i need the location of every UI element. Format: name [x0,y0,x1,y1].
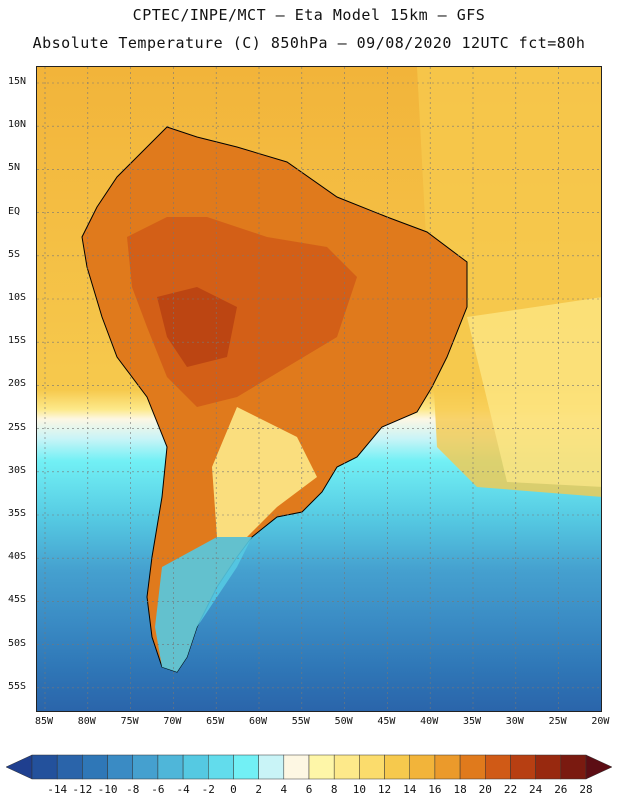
map-title: CPTEC/INPE/MCT – Eta Model 15km – GFS [132,6,486,24]
colorbar-tick-label: -10 [97,783,118,796]
lat-tick-label: 10S [8,292,27,303]
lat-tick-label: 55S [8,680,27,692]
colorbar-swatch [107,754,133,780]
colorbar-swatch [208,754,234,780]
colorbar-tick-label: 16 [428,783,442,796]
colorbar-tick-label: 8 [330,783,338,796]
lat-tick-label: 20S [8,378,27,390]
lat-tick-label: 15N [8,76,27,87]
lat-tick-label: 5N [8,162,21,174]
colorbar-swatch [384,754,410,780]
colorbar-tick-label: 22 [503,783,518,796]
colorbar-swatch [485,754,511,780]
colorbar-swatch [308,754,335,780]
colorbar-swatch [459,754,486,780]
lat-tick-label: 25S [8,421,27,433]
colorbar-max-arrow [585,754,612,780]
colorbar-swatch [359,754,385,780]
lat-tick-label: 45S [8,594,27,606]
lon-tick-label: 55W [291,716,310,727]
colorbar-tick-label: 20 [478,783,492,796]
colorbar-tick-label: 6 [305,783,313,796]
colorbar-tick-label: 24 [529,783,543,796]
map-subtitle: Absolute Temperature (C) 850hPa – 09/08/… [32,34,586,52]
patagonia-cold-zone [155,537,252,672]
colorbar-swatch [182,754,209,780]
colorbar-swatch [233,754,259,780]
temperature-field [37,67,601,711]
temperature-colorbar [6,754,612,780]
colorbar-tick-label: -14 [47,783,68,796]
colorbar-min-arrow [6,754,33,780]
colorbar-tick-label: 4 [280,783,288,796]
colorbar-swatch [157,754,184,780]
lon-tick-label: 65W [206,716,225,727]
lat-tick-label: EQ [8,205,21,217]
lat-tick-label: 10N [8,119,27,131]
colorbar-tick-label: 26 [554,783,568,796]
colorbar-swatch [56,754,83,780]
atlantic-mild-zone [467,297,601,487]
colorbar-swatch [132,754,159,780]
lon-tick-label: 60W [248,716,268,727]
cool-south-zone [212,407,317,537]
colorbar-swatch [560,754,587,780]
colorbar-swatch [283,754,310,780]
lon-tick-label: 35W [462,716,482,727]
colorbar-swatch [510,754,536,780]
colorbar-tick-label: 14 [403,783,417,796]
lon-tick-label: 25W [548,716,567,727]
colorbar-tick-label: 12 [377,783,392,796]
colorbar-tick-label: 0 [230,783,237,796]
colorbar-tick-label: -6 [151,783,165,796]
colorbar-swatch [535,754,562,780]
colorbar-tick-label: 18 [453,783,467,796]
lat-tick-label: 15S [8,335,27,347]
colorbar-tick-label: 28 [579,783,593,796]
lon-tick-label: 70W [163,716,182,727]
colorbar-swatch [82,754,108,780]
lat-tick-label: 5S [8,248,21,260]
colorbar-tick-label: -4 [176,783,190,796]
colorbar-swatch [409,754,436,780]
lon-tick-label: 85W [34,716,54,727]
temperature-map [36,66,602,712]
lat-tick-label: 35S [8,508,27,519]
colorbar-swatch [31,754,58,780]
lat-tick-label: 30S [8,464,27,476]
lon-tick-label: 75W [120,716,139,727]
lon-tick-label: 45W [377,716,396,727]
lat-tick-label: 50S [8,637,27,649]
lon-tick-label: 40W [420,716,439,727]
lon-tick-label: 30W [505,716,524,727]
lat-lon-grid [37,67,601,711]
lon-tick-label: 50W [334,716,353,727]
colorbar-tick-label: 2 [255,783,262,796]
lat-tick-label: 40S [8,551,27,563]
colorbar-tick-label: 10 [352,783,366,796]
colorbar-tick-label: -8 [126,783,140,796]
colorbar-swatch [258,754,285,780]
colorbar-tick-label: -2 [201,783,215,796]
colorbar-swatch [434,754,461,780]
lon-tick-label: 80W [77,716,96,727]
hottest-zone [157,287,237,367]
colorbar-tick-label: -12 [72,783,93,796]
colorbar-swatch [333,754,360,780]
lon-tick-label: 20W [591,716,610,727]
